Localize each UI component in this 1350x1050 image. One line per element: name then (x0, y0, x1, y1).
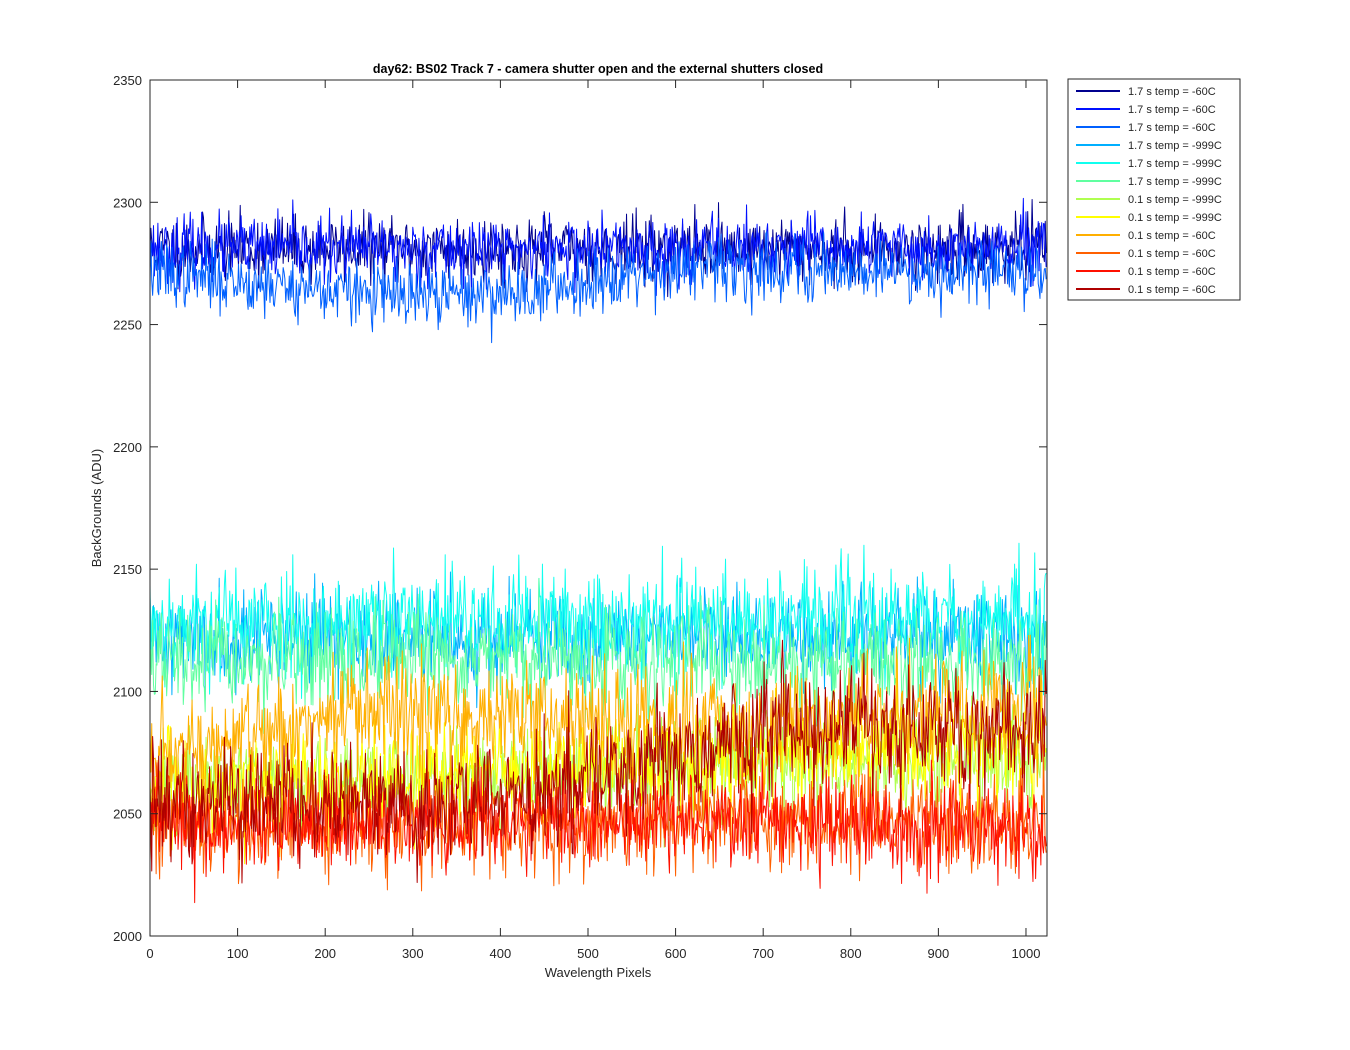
series-line (149, 231, 1047, 344)
x-tick-label: 500 (577, 946, 599, 961)
legend-entry[interactable]: 0.1 s temp = -60C (1076, 248, 1216, 260)
series-line (149, 634, 1047, 827)
legend-label: 1.7 s temp = -999C (1128, 140, 1222, 152)
series-line (149, 752, 1047, 904)
x-tick-label: 1000 (1012, 946, 1041, 961)
legend-entry[interactable]: 1.7 s temp = -999C (1076, 140, 1222, 152)
legend-entry[interactable]: 0.1 s temp = -60C (1076, 266, 1216, 278)
series-line (149, 742, 1047, 892)
axes-box (149, 79, 1048, 937)
x-tick-label: 200 (314, 946, 336, 961)
y-axis-label: BackGrounds (ADU) (89, 449, 104, 567)
series-line (149, 197, 1047, 297)
legend-entry[interactable]: 0.1 s temp = -60C (1076, 230, 1216, 242)
legend-entry[interactable]: 1.7 s temp = -999C (1076, 176, 1222, 188)
x-tick-label: 700 (752, 946, 774, 961)
x-tick-label: 0 (146, 946, 153, 961)
series-line (149, 542, 1047, 702)
legend-entry[interactable]: 1.7 s temp = -60C (1076, 104, 1216, 116)
y-tick-label: 2200 (113, 440, 142, 455)
x-tick-label: 600 (665, 946, 687, 961)
x-tick-label: 900 (928, 946, 950, 961)
legend-label: 1.7 s temp = -999C (1128, 176, 1222, 188)
legend-label: 0.1 s temp = -999C (1128, 194, 1222, 206)
legend-label: 1.7 s temp = -60C (1128, 122, 1216, 134)
legend-entry[interactable]: 1.7 s temp = -999C (1076, 158, 1222, 170)
y-tick-label: 2150 (113, 562, 142, 577)
legend-entry[interactable]: 0.1 s temp = -60C (1076, 284, 1216, 296)
plot-area: 0 100 200 300 400 500 600 700 800 900 1000 2000 205… (113, 73, 1048, 961)
y-tick-label: 2250 (113, 318, 142, 333)
legend-entry[interactable]: 1.7 s temp = -60C (1076, 86, 1216, 98)
legend-label: 0.1 s temp = -60C (1128, 230, 1216, 242)
legend-label: 1.7 s temp = -999C (1128, 158, 1222, 170)
x-axis-ticks: 0 100 200 300 400 500 600 700 800 900 1000 (146, 80, 1040, 961)
series-line (149, 639, 1047, 884)
x-axis-label: Wavelength Pixels (545, 965, 652, 980)
legend-items: 1.7 s temp = -60C 1.7 s temp = -60C 1.7 s … (1076, 86, 1222, 296)
legend[interactable]: 1.7 s temp = -60C 1.7 s temp = -60C 1.7 s … (1067, 78, 1241, 301)
legend-entry[interactable]: 0.1 s temp = -999C (1076, 212, 1222, 224)
x-tick-label: 300 (402, 946, 424, 961)
legend-entry[interactable]: 0.1 s temp = -999C (1076, 194, 1222, 206)
y-tick-label: 2300 (113, 195, 142, 210)
x-tick-label: 100 (227, 946, 249, 961)
x-tick-label: 400 (490, 946, 512, 961)
y-tick-label: 2100 (113, 684, 142, 699)
legend-label: 0.1 s temp = -60C (1128, 248, 1216, 260)
legend-label: 0.1 s temp = -999C (1128, 212, 1222, 224)
legend-label: 0.1 s temp = -60C (1128, 284, 1216, 296)
series-lines (149, 197, 1047, 904)
legend-label: 0.1 s temp = -60C (1128, 266, 1216, 278)
series-line (149, 695, 1047, 848)
series-line (149, 571, 1047, 709)
legend-box (1067, 78, 1241, 301)
x-tick-label: 800 (840, 946, 862, 961)
legend-label: 1.7 s temp = -60C (1128, 104, 1216, 116)
legend-entry[interactable]: 1.7 s temp = -60C (1076, 122, 1216, 134)
chart-title: day62: BS02 Track 7 - camera shutter ope… (373, 62, 823, 76)
y-tick-label: 2350 (113, 73, 142, 88)
y-tick-label: 2000 (113, 929, 142, 944)
y-tick-label: 2050 (113, 807, 142, 822)
legend-label: 1.7 s temp = -60C (1128, 86, 1216, 98)
y-axis-ticks: 2000 2050 2100 2150 2200 2250 2300 2350 (113, 73, 1047, 944)
